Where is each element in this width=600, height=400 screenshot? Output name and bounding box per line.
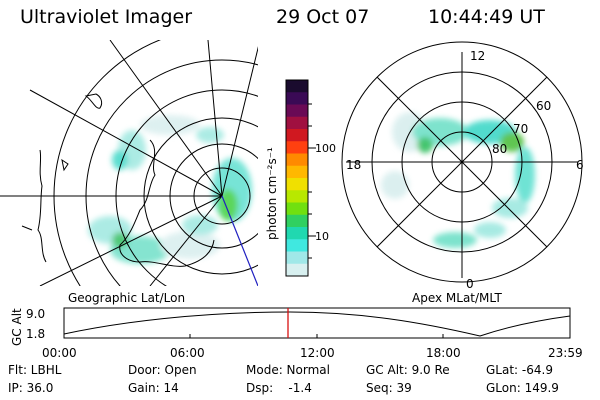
geo-meridians (0, 40, 258, 286)
info-glon: GLon: 149.9 (486, 381, 559, 395)
imager-panels: Geographic Lat/Lon photon cm⁻²s⁻¹ 100 10 (0, 40, 584, 360)
colorbar-unit-label: photon cm⁻²s⁻¹ (265, 147, 279, 240)
colorbar-band (286, 263, 308, 277)
colorbar-band (286, 92, 308, 105)
info-dsp: Dsp: -1.4 (246, 381, 312, 395)
mlt-label-12: 12 (470, 49, 485, 63)
altitude-ytick-high: 9.0 (26, 307, 45, 321)
altitude-ytick-low: 1.8 (26, 327, 45, 341)
info-mode: Mode: Normal (246, 363, 330, 377)
lat-label-70: 70 (513, 122, 528, 136)
geo-noon-meridian (221, 195, 258, 286)
mlt-label-18: 18 (346, 158, 361, 172)
colorbar-band (286, 227, 308, 240)
header-time: 10:44:49 UT (428, 6, 545, 28)
header-title: Ultraviolet Imager (20, 6, 193, 28)
colorbar-band (286, 141, 308, 154)
header-date: 29 Oct 07 (276, 6, 370, 28)
colorbar-band (286, 129, 308, 142)
altitude-curve (63, 311, 571, 337)
colorbar-band (286, 165, 308, 179)
polar-caption: Apex MLat/MLT (412, 291, 502, 305)
lat-label-80: 80 (492, 142, 507, 156)
altitude-xtick-0: 00:00 (42, 346, 77, 360)
polar-map: 12 18 6 0 60 70 80 (341, 41, 584, 291)
altitude-plot (63, 307, 571, 339)
colorbar-band (286, 80, 308, 93)
altitude-xtick-1: 06:00 (170, 346, 205, 360)
colorbar-band (286, 153, 308, 167)
mlt-label-0: 0 (466, 277, 474, 291)
colorbar-tick-100: 100 (315, 142, 336, 155)
info-flt: Flt: LBHL (8, 363, 62, 377)
lat-label-60: 60 (536, 99, 551, 113)
altitude-xtick-3: 18:00 (426, 346, 461, 360)
geo-caption: Geographic Lat/Lon (68, 291, 185, 305)
altitude-xticks (189, 334, 444, 338)
geo-map (0, 40, 258, 286)
colorbar-band (286, 251, 308, 265)
colorbar-band (286, 116, 308, 130)
colorbar-frame (285, 79, 309, 277)
info-glat: GLat: -64.9 (486, 363, 553, 377)
colorbar-band (286, 214, 308, 228)
info-gain: Gain: 14 (128, 381, 179, 395)
altitude-xtick-2: 12:00 (300, 346, 335, 360)
altitude-xtick-4: 23:59 (548, 346, 583, 360)
colorbar-band (286, 202, 308, 216)
info-door: Door: Open (128, 363, 197, 377)
info-ip: IP: 36.0 (8, 381, 54, 395)
colorbar (285, 79, 316, 277)
info-seq: Seq: 39 (366, 381, 412, 395)
info-gc-alt: GC Alt: 9.0 Re (366, 363, 450, 377)
mlt-label-6: 6 (576, 158, 584, 172)
colorbar-tick-10: 10 (315, 230, 329, 243)
colorbar-band (286, 190, 308, 203)
polar-grid (341, 41, 583, 283)
colorbar-band (286, 104, 308, 118)
colorbar-band (286, 178, 308, 191)
altitude-ylabel: GC Alt (10, 308, 24, 346)
colorbar-band (286, 239, 308, 252)
geo-coastline (21, 93, 215, 267)
